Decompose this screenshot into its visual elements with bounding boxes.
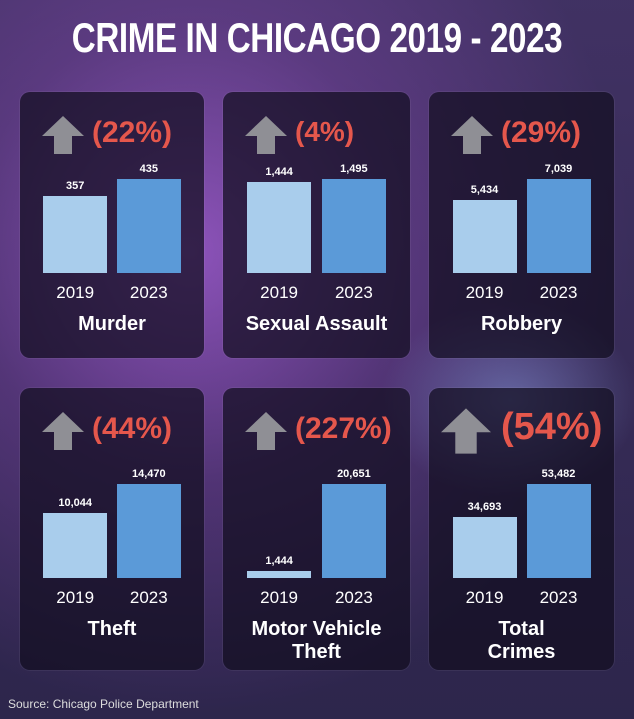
up-arrow xyxy=(42,116,84,154)
chart-panel: (54%) 34,693 2019 53,482 2023 Total Crimes xyxy=(429,388,614,670)
change-annotation: (4%) xyxy=(295,116,355,147)
chart-panel: (44%) 10,044 2019 14,470 2023 Theft xyxy=(20,388,204,670)
up-arrow xyxy=(451,116,493,154)
change-annotation: (44%) xyxy=(92,412,173,445)
value-label: 53,482 xyxy=(541,468,576,480)
panel-title: Motor Vehicle Theft xyxy=(251,618,382,663)
change-annotation: (54%) xyxy=(501,406,603,448)
bar xyxy=(116,484,181,578)
value-label: 14,470 xyxy=(131,468,166,480)
chart-panel: (4%) 1,444 2019 1,495 2023 Sexual Assault xyxy=(223,92,410,358)
category-label: 2023 xyxy=(129,588,168,607)
change-annotation: (227%) xyxy=(295,412,392,445)
value-label: 5,434 xyxy=(470,184,499,197)
value-label: 1,495 xyxy=(340,163,368,175)
panel-title: Robbery xyxy=(480,313,563,335)
category-label: 2023 xyxy=(539,588,578,607)
bar xyxy=(452,200,517,273)
value-label: 34,693 xyxy=(467,501,502,514)
up-arrow xyxy=(245,116,287,154)
up-arrow xyxy=(441,408,491,454)
arrow-shape xyxy=(451,116,493,154)
bar xyxy=(526,484,591,578)
category-label: 2019 xyxy=(56,588,95,607)
chart-panel: (227%) 1,444 2019 20,651 2023 Motor Vehicle T… xyxy=(223,388,410,670)
source: Source: Chicago Police Department xyxy=(8,697,199,711)
bar xyxy=(43,195,108,273)
bar xyxy=(526,179,591,273)
bar xyxy=(247,182,312,273)
arrow-shape xyxy=(42,116,84,154)
change-annotation: (22%) xyxy=(92,116,173,149)
bar xyxy=(321,179,386,273)
category-label: 2023 xyxy=(334,588,373,607)
category-label: 2019 xyxy=(56,283,95,302)
category-label: 2019 xyxy=(260,283,298,302)
category-label: 2019 xyxy=(465,588,504,607)
panel-title: Total Crimes xyxy=(487,618,556,663)
value-label: 357 xyxy=(66,179,85,192)
value-label: 1,444 xyxy=(265,555,293,568)
bar xyxy=(116,179,181,273)
change-annotation: (29%) xyxy=(501,116,582,149)
value-label: 7,039 xyxy=(544,163,573,175)
arrow-shape xyxy=(42,412,84,450)
value-label: 1,444 xyxy=(265,166,293,179)
category-label: 2023 xyxy=(334,283,373,302)
up-arrow xyxy=(42,412,84,450)
bar xyxy=(452,517,517,578)
category-label: 2019 xyxy=(465,283,504,302)
panel-title: Sexual Assault xyxy=(245,313,388,335)
value-label: 20,651 xyxy=(337,468,371,480)
category-label: 2023 xyxy=(539,283,578,302)
title: CRIME IN CHICAGO 2019 - 2023 xyxy=(71,14,563,61)
bar xyxy=(321,484,386,578)
bar xyxy=(247,571,312,578)
category-label: 2023 xyxy=(129,283,168,302)
up-arrow xyxy=(245,412,287,450)
chart-panel: (29%) 5,434 2019 7,039 2023 Robbery xyxy=(429,92,614,358)
bar xyxy=(43,512,108,578)
panel-title: Murder xyxy=(78,313,146,335)
arrow-shape xyxy=(245,116,287,154)
panel-title: Theft xyxy=(87,618,137,640)
chart-panel: (22%) 357 2019 435 2023 Murder xyxy=(20,92,204,358)
arrow-shape xyxy=(441,408,491,454)
value-label: 10,044 xyxy=(58,496,93,509)
value-label: 435 xyxy=(139,163,158,175)
arrow-shape xyxy=(245,412,287,450)
category-label: 2019 xyxy=(260,588,298,607)
